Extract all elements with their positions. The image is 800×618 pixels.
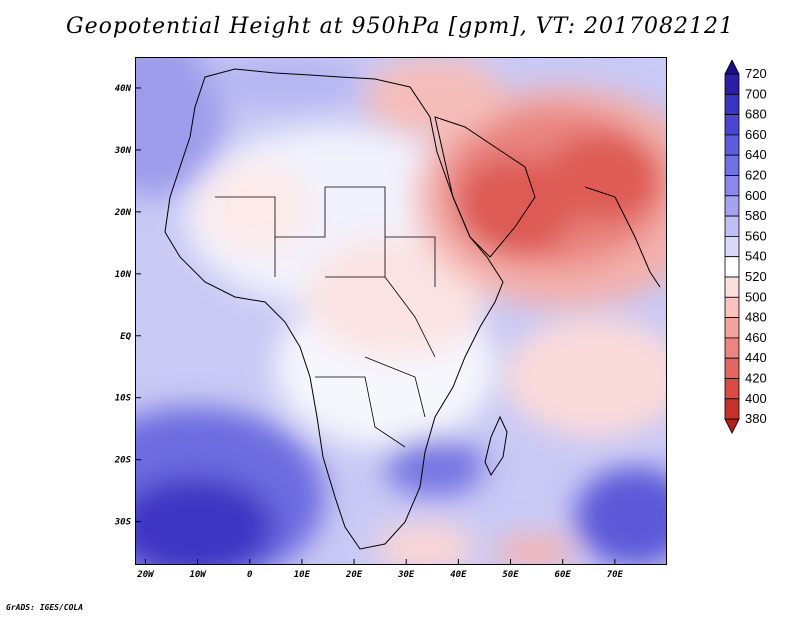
colorbar-label: 380 [745,411,767,426]
colorbar-swatch [724,134,740,156]
country-borders [215,186,436,448]
lon-tick-label: 20W [136,570,155,580]
colorbar-swatch [724,215,740,237]
colorbar-swatch [724,337,740,359]
map-title: Geopotential Height at 950hPa [gpm], VT:… [66,14,734,39]
height-field [135,57,667,565]
colorbar-label: 400 [745,391,767,406]
colorbar-swatch [724,317,740,339]
footer-credit: GrADS: IGES/COLA [6,603,84,612]
colorbar-label: 680 [745,107,767,122]
colorbar-label: 720 [745,66,767,81]
colorbar-swatch [724,195,740,217]
lon-tick-label: 70E [607,570,624,580]
colorbar-swatch [724,235,740,258]
lon-tick-label: 10W [189,570,207,580]
map-frame [135,57,667,565]
colorbar-label: 440 [745,350,767,365]
colorbar-swatch [724,114,740,136]
colorbar-bottom-arrow [724,418,740,434]
colorbar-swatch [724,73,740,95]
colorbar-label: 500 [745,289,767,304]
colorbar-label: 540 [745,249,767,264]
colorbar-label: 620 [745,168,767,183]
colorbar-swatch [724,276,740,298]
lat-tick-label: 10N [115,270,132,280]
colorbar-swatch [724,175,740,197]
colorbar: 720 700 680 660 640 620 600 580 560 540 520 500 480 4… [724,60,767,434]
lat-tick-label: 40N [115,84,132,94]
colorbar-label: 420 [745,371,767,386]
lon-tick-label: 20E [345,570,363,580]
lon-tick-label: 60E [555,570,572,580]
colorbar-swatch [724,296,740,319]
colorbar-label: 480 [745,310,767,325]
lat-tick-label: 30S [114,518,132,528]
colorbar-label: 580 [745,208,767,223]
geopotential-height-map: 20W 10W 0 10E 20E 30E 40E 50E 60E 70E 40N 30N 20N 10N… [114,57,667,580]
axis-ticks: 20W 10W 0 10E 20E 30E 40E 50E 60E 70E 40N 30N 20N 10N… [114,84,624,580]
colorbar-swatch [724,398,740,420]
colorbar-label: 520 [745,269,767,284]
colorbar-label: 460 [745,330,767,345]
india-coast [584,186,661,288]
lon-tick-label: 50E [502,570,519,580]
madagascar [484,415,508,477]
colorbar-label: 700 [745,86,767,101]
colorbar-swatch [724,378,740,400]
lon-tick-label: 30E [397,570,415,580]
colorbar-label: 600 [745,188,767,203]
lat-tick-label: 10S [115,394,132,404]
lon-tick-label: 0 [247,570,253,580]
colorbar-swatch [724,256,740,278]
lat-tick-label: 30N [114,146,132,156]
lon-tick-label: 40E [450,570,467,580]
colorbar-swatch [724,357,740,379]
lat-tick-label: 20S [114,456,132,466]
colorbar-top-arrow [724,60,740,75]
colorbar-label: 640 [745,147,767,162]
coastline [164,68,504,550]
colorbar-label: 660 [745,127,767,142]
lat-tick-label: 20N [114,208,132,218]
lon-tick-label: 10E [294,570,311,580]
colorbar-swatch [724,93,740,115]
arabia-coast [434,116,536,258]
colorbar-swatch [724,154,740,176]
lat-tick-label: EQ [120,332,131,342]
colorbar-label: 560 [745,228,767,243]
